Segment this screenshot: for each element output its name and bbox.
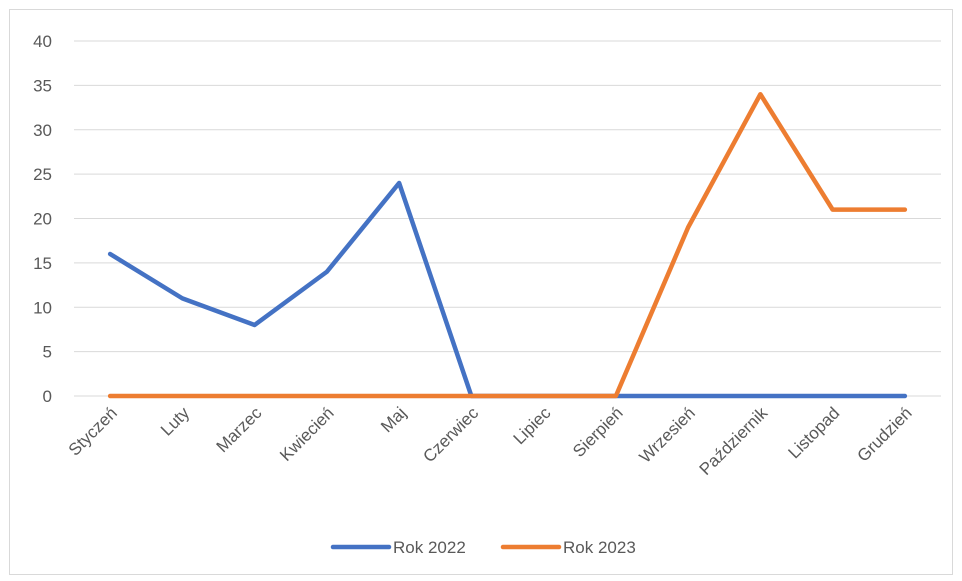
- gridlines: [74, 40, 941, 397]
- y-tick-label: 40: [33, 32, 52, 51]
- x-tick-label: Październik: [696, 403, 772, 479]
- y-tick-label: 5: [43, 343, 52, 362]
- x-tick-label: Styczeń: [65, 403, 121, 459]
- y-tick-label: 30: [33, 121, 52, 140]
- series-line-2: [107, 92, 908, 399]
- y-tick-label: 25: [33, 165, 52, 184]
- y-axis-tick-labels: 0 5 10 15 20 25 30 35 40: [33, 32, 52, 406]
- x-tick-label: Grudzień: [853, 403, 915, 465]
- x-tick-label: Listopad: [785, 403, 844, 462]
- x-tick-label: Luty: [157, 403, 194, 440]
- y-tick-label: 0: [43, 387, 52, 406]
- x-tick-label: Sierpień: [569, 403, 627, 461]
- legend: Rok 2022 Rok 2023: [330, 538, 636, 557]
- chart-area: [9, 9, 953, 575]
- y-tick-label: 15: [33, 254, 52, 273]
- legend-label: Rok 2023: [563, 538, 636, 557]
- x-tick-label: Maj: [377, 403, 410, 436]
- y-tick-label: 35: [33, 76, 52, 95]
- x-axis-tick-labels: Styczeń Luty Marzec Kwiecień Maj Czerwiec Lipi…: [65, 403, 916, 479]
- series-lines: [107, 92, 908, 399]
- x-tick-label: Marzec: [213, 403, 266, 456]
- series-line-1: [107, 180, 908, 399]
- x-tick-label: Wrzesień: [636, 403, 699, 466]
- legend-label: Rok 2022: [393, 538, 466, 557]
- x-tick-label: Lipiec: [510, 403, 555, 448]
- x-tick-label: Kwiecień: [276, 403, 338, 465]
- y-tick-label: 10: [33, 298, 52, 317]
- y-tick-label: 20: [33, 210, 52, 229]
- x-tick-label: Czerwiec: [419, 403, 482, 466]
